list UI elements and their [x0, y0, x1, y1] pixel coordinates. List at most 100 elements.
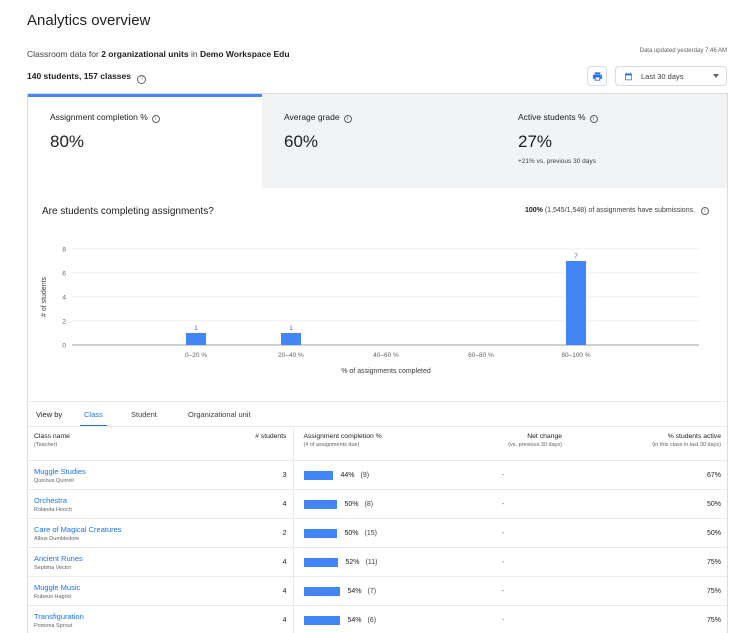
col-net-change[interactable]: Net change (vs. previous 30 days) [438, 426, 568, 461]
assignments-due: (6) [367, 616, 377, 624]
students-cell: 4 [198, 547, 293, 577]
kpi-value: 27% [518, 132, 553, 151]
class-name-link[interactable]: Care of Magical Creatures [34, 524, 122, 534]
chart-note: 100% (1,545/1,548) of assignments have s… [525, 207, 709, 215]
assignments-due: (15) [364, 529, 377, 537]
table-row[interactable]: Orchestra Rolanda Hooch 4 50% (8) -50% [28, 489, 727, 519]
tab-class[interactable]: Class [80, 410, 107, 427]
header-sub: (vs. previous 30 days) [508, 442, 562, 448]
header-label: Assignment completion % [303, 433, 382, 440]
table-row[interactable]: Muggle Music Rubeus Hagrid 4 54% (7) -75% [28, 576, 727, 606]
table-row[interactable]: Care of Magical Creatures Albus Dumbledor… [28, 518, 727, 548]
active-cell: 50% [568, 518, 727, 548]
chart-note-percent: 100% [524, 207, 543, 214]
kpi-change: +21% vs. previous 30 days [518, 158, 596, 165]
col-active[interactable]: % students active (in this class in last… [568, 426, 727, 461]
class-cell: Muggle Music Rubeus Hagrid [28, 576, 198, 606]
print-icon [592, 71, 602, 81]
kpi-average-grade[interactable]: Average grade i 60% [262, 94, 496, 188]
header-label: Net change [527, 433, 562, 440]
students-cell: 2 [198, 518, 293, 548]
info-icon[interactable]: i [589, 115, 598, 123]
net-change-cell: - [438, 547, 568, 577]
y-axis-title: # of students [41, 276, 48, 317]
table-row[interactable]: Transfiguration Pomona Sprout 4 54% (6) -75% [28, 605, 727, 633]
kpi-row: Assignment completion % i 80% Average gra… [28, 94, 727, 188]
teacher-name: Septima Vector [34, 564, 72, 571]
completion-bar [303, 499, 337, 509]
assignments-due: (8) [364, 500, 374, 508]
info-icon[interactable]: i [343, 115, 352, 123]
students-cell: 4 [198, 605, 293, 633]
completion-bar [303, 615, 340, 625]
class-cell: Muggle Studies Quirinus Quirrell [28, 460, 198, 490]
completion-wrap: 44% (9) [303, 470, 433, 480]
kpi-label: Assignment completion % [50, 112, 148, 122]
completion-percent: 50% [344, 529, 359, 537]
active-cell: 75% [568, 605, 727, 633]
header-sub: (in this class in last 30 days) [652, 442, 721, 448]
info-icon[interactable]: i [151, 115, 160, 123]
assignments-due: (11) [365, 558, 378, 566]
class-name-link[interactable]: Orchestra [34, 495, 67, 505]
kpi-label: Active students % [518, 112, 586, 122]
teacher-name: Albus Dumbledore [34, 535, 80, 542]
table-row[interactable]: Muggle Studies Quirinus Quirrell 3 44% (9) -6… [28, 460, 727, 490]
kpi-active-students[interactable]: Active students % i 27% +21% vs. previous… [496, 94, 727, 188]
col-students[interactable]: # students [198, 426, 293, 461]
tab-student[interactable]: Student [131, 410, 157, 419]
help-icon[interactable]: ? [137, 75, 147, 84]
class-name-link[interactable]: Transfiguration [34, 611, 84, 621]
y-tick-label: 0 [62, 343, 66, 350]
header-label: Class name [34, 433, 70, 440]
teacher-name: Pomona Sprout [34, 622, 73, 629]
active-cell: 50% [568, 489, 727, 519]
students-cell: 4 [198, 489, 293, 519]
completion-bar [303, 528, 337, 538]
completion-percent: 50% [344, 500, 359, 508]
kpi-value: 80% [50, 132, 85, 151]
bar-value-label: 7 [574, 253, 578, 260]
col-completion[interactable]: Assignment completion % (# of assignment… [292, 426, 438, 461]
net-change-cell: - [438, 518, 568, 548]
students-count: 140 students, [27, 71, 82, 81]
y-tick-label: 2 [62, 319, 66, 326]
kpi-value: 60% [284, 132, 319, 151]
kpi-assignment-completion[interactable]: Assignment completion % i 80% [28, 94, 262, 188]
class-name-link[interactable]: Muggle Music [34, 582, 81, 592]
kpi-label-wrap: Assignment completion % i [50, 112, 160, 123]
completion-wrap: 50% (8) [303, 499, 433, 509]
completion-cell: 50% (15) [292, 518, 438, 548]
header-sub: (# of assignments due) [303, 442, 360, 448]
classes-table: Class name (Teacher) # students Assignme… [28, 426, 727, 633]
classes-count: 157 classes [83, 71, 131, 81]
completion-bar [303, 470, 333, 480]
completion-wrap: 50% (15) [303, 528, 433, 538]
date-range-select[interactable]: Last 30 days [615, 66, 727, 86]
y-tick-label: 6 [62, 271, 66, 278]
col-class-name[interactable]: Class name (Teacher) [28, 426, 198, 461]
completion-cell: 54% (6) [292, 605, 438, 633]
bar-value-label: 1 [194, 325, 198, 332]
scope-prefix: Classroom data for [27, 49, 99, 59]
class-name-link[interactable]: Ancient Runes [34, 553, 83, 563]
completion-cell: 54% (7) [292, 576, 438, 606]
completion-percent: 54% [347, 616, 362, 624]
bar-value-label: 1 [289, 325, 293, 332]
students-cell: 4 [198, 576, 293, 606]
chart-note-text: (1,545/1,548) of assignments have submis… [544, 207, 696, 214]
x-tick-label: 80–100 % [561, 352, 590, 359]
x-tick-label: 20–40 % [278, 352, 304, 359]
print-button[interactable] [587, 66, 607, 86]
kpi-label-wrap: Average grade i [284, 112, 352, 123]
chart-title: Are students completing assignments? [42, 206, 214, 217]
class-cell: Transfiguration Pomona Sprout [28, 605, 198, 633]
info-icon[interactable]: i [701, 207, 709, 215]
class-name-link[interactable]: Muggle Studies [34, 466, 86, 476]
students-cell: 3 [198, 460, 293, 490]
tab-organizational-unit[interactable]: Organizational unit [188, 410, 251, 419]
completion-percent: 52% [345, 558, 360, 566]
table-row[interactable]: Ancient Runes Septima Vector 4 52% (11) -75% [28, 547, 727, 577]
analytics-panel: Assignment completion % i 80% Average gra… [27, 93, 728, 633]
y-tick-label: 8 [62, 247, 66, 254]
